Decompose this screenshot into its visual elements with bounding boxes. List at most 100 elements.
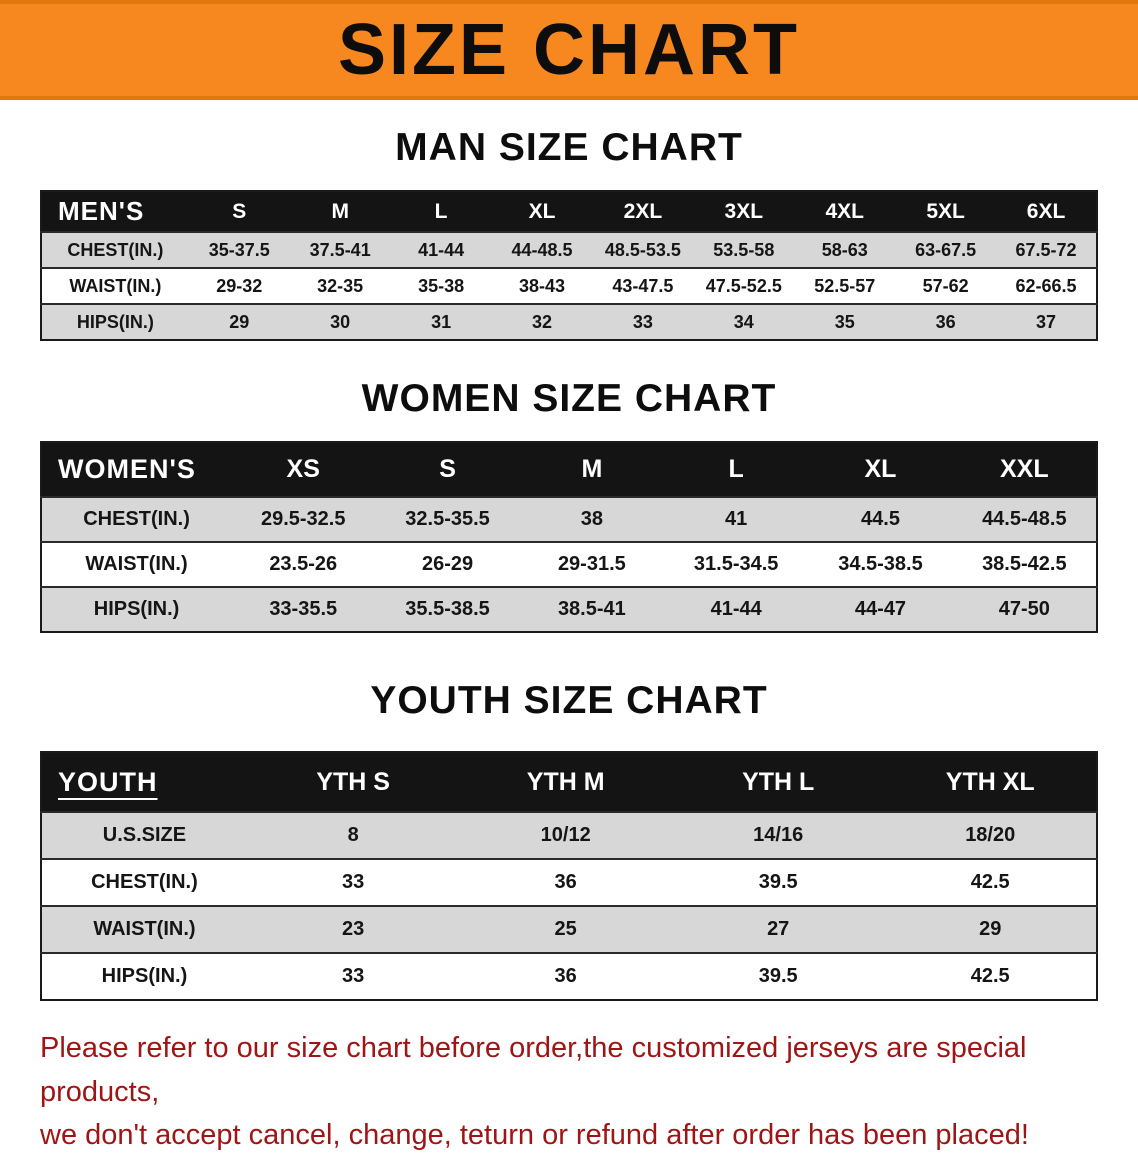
size-value-cell: 29 bbox=[979, 918, 1002, 940]
measurement-label: CHEST(IN.) bbox=[91, 871, 198, 893]
size-header-row: WOMEN'S XS S M L XL XXL bbox=[41, 442, 1097, 497]
size-header-row: YOUTH YTH S YTH M YTH L YTH XL bbox=[41, 752, 1097, 812]
size-value-cell: 44-47 bbox=[854, 598, 907, 620]
size-value-cell: 42.5 bbox=[970, 871, 1010, 893]
size-value-cell: 34 bbox=[733, 311, 754, 332]
men-size-table: MEN'S S M L XL 2XL 3XL 4XL 5XL 6XL CHEST(IN.) 35-37… bbox=[40, 190, 1098, 341]
size-value-cell: 23.5-26 bbox=[269, 553, 338, 575]
size-value-cell: 63-67.5 bbox=[915, 239, 977, 260]
size-value-cell: 8 bbox=[347, 824, 359, 846]
measurement-row: U.S.SIZE 8 10/12 14/16 18/20 bbox=[41, 812, 1097, 859]
size-header-cell: M bbox=[289, 191, 391, 232]
size-value-cell: 33 bbox=[342, 871, 365, 893]
size-header-cell: YTH S bbox=[246, 752, 460, 812]
size-value-cell: 41-44 bbox=[418, 239, 465, 260]
measurement-row: CHEST(IN.) 35-37.5 37.5-41 41-44 44-48.5 48.5… bbox=[41, 232, 1097, 268]
notice-line-1: Please refer to our size chart before or… bbox=[40, 1032, 1027, 1108]
size-value-cell: 47-50 bbox=[998, 598, 1050, 620]
size-value-cell: 47.5-52.5 bbox=[705, 275, 782, 296]
size-value-cell: 31 bbox=[431, 311, 452, 332]
size-header-cell: YTH M bbox=[459, 752, 672, 812]
measurement-row: HIPS(IN.) 29 30 31 32 33 34 35 36 37 bbox=[41, 304, 1097, 340]
man-size-heading: MAN SIZE CHART bbox=[395, 126, 743, 169]
size-value-cell: 38.5-41 bbox=[557, 598, 626, 620]
size-value-cell: 43-47.5 bbox=[612, 275, 674, 296]
youth-size-section: YOUTH SIZE CHART YOUTH YTH S YTH M YTH L YTH… bbox=[0, 679, 1138, 1001]
man-size-section: MAN SIZE CHART MEN'S S M L XL 2XL 3XL 4XL 5XL 6XL… bbox=[0, 126, 1138, 341]
size-value-cell: 35 bbox=[834, 311, 855, 332]
size-header-cell: 3XL bbox=[693, 191, 795, 232]
table-title-cell: WOMEN'S bbox=[41, 442, 232, 497]
size-value-cell: 29 bbox=[229, 311, 250, 332]
size-value-cell: 44.5 bbox=[861, 508, 900, 530]
measurement-row: WAIST(IN.) 29-32 32-35 35-38 38-43 43-47.5 47.… bbox=[41, 268, 1097, 304]
size-header-cell: 5XL bbox=[895, 191, 997, 232]
women-size-heading: WOMEN SIZE CHART bbox=[361, 377, 777, 420]
size-header-cell: XXL bbox=[952, 442, 1097, 497]
size-header-cell: YTH XL bbox=[884, 752, 1097, 812]
size-value-cell: 33-35.5 bbox=[269, 598, 338, 620]
size-header-cell: XL bbox=[491, 191, 593, 232]
size-value-cell: 33 bbox=[632, 311, 653, 332]
size-value-cell: 36 bbox=[935, 311, 956, 332]
size-value-cell: 44-48.5 bbox=[511, 239, 573, 260]
measurement-row: WAIST(IN.) 23 25 27 29 bbox=[41, 906, 1097, 953]
size-value-cell: 39.5 bbox=[758, 965, 798, 987]
size-header-cell: YTH L bbox=[671, 752, 885, 812]
women-size-section: WOMEN SIZE CHART WOMEN'S XS S M L XL XXL CHEST(… bbox=[0, 377, 1138, 633]
size-value-cell: 30 bbox=[330, 311, 351, 332]
size-value-cell: 31.5-34.5 bbox=[693, 553, 779, 575]
measurement-row: HIPS(IN.) 33-35.5 35.5-38.5 38.5-41 41-44 44-… bbox=[41, 587, 1097, 632]
size-value-cell: 33 bbox=[342, 965, 365, 987]
size-value-cell: 58-63 bbox=[821, 239, 868, 260]
size-value-cell: 41-44 bbox=[710, 598, 762, 620]
size-header-cell: 6XL bbox=[996, 191, 1097, 232]
size-value-cell: 57-62 bbox=[922, 275, 969, 296]
size-value-cell: 32 bbox=[531, 311, 553, 332]
size-value-cell: 36 bbox=[554, 965, 577, 987]
measurement-label: WAIST(IN.) bbox=[85, 553, 188, 575]
size-value-cell: 35.5-38.5 bbox=[405, 598, 490, 620]
size-value-cell: 27 bbox=[767, 918, 790, 940]
size-value-cell: 14/16 bbox=[753, 824, 804, 846]
size-value-cell: 10/12 bbox=[540, 824, 591, 846]
size-value-cell: 34.5-38.5 bbox=[838, 553, 923, 575]
size-value-cell: 29-32 bbox=[216, 275, 263, 296]
table-title-cell: YOUTH bbox=[41, 752, 247, 812]
youth-size-table: YOUTH YTH S YTH M YTH L YTH XL U.S.SIZE 8 10/12… bbox=[40, 751, 1098, 1001]
banner-title: SIZE CHART bbox=[338, 10, 800, 90]
order-notice: Please refer to our size chart before or… bbox=[40, 1027, 1108, 1158]
size-value-cell: 29-31.5 bbox=[557, 553, 626, 575]
size-header-cell: S bbox=[188, 191, 290, 232]
measurement-label: HIPS(IN.) bbox=[76, 311, 154, 332]
size-value-cell: 35-38 bbox=[418, 275, 465, 296]
size-value-cell: 32-35 bbox=[317, 275, 364, 296]
size-value-cell: 36 bbox=[554, 871, 577, 893]
measurement-label: HIPS(IN.) bbox=[101, 965, 188, 987]
size-header-cell: XL bbox=[808, 442, 953, 497]
size-header-cell: L bbox=[664, 442, 809, 497]
size-header-cell: M bbox=[519, 442, 665, 497]
size-value-cell: 23 bbox=[342, 918, 365, 940]
size-value-cell: 37.5-41 bbox=[309, 239, 371, 260]
size-value-cell: 38.5-42.5 bbox=[982, 553, 1067, 575]
size-header-cell: XS bbox=[231, 442, 376, 497]
measurement-label: CHEST(IN.) bbox=[67, 239, 164, 260]
women-size-table: WOMEN'S XS S M L XL XXL CHEST(IN.) 29.5-32.5 32.5… bbox=[40, 441, 1098, 633]
size-header-cell: 2XL bbox=[592, 191, 694, 232]
size-value-cell: 67.5-72 bbox=[1015, 239, 1077, 260]
size-value-cell: 29.5-32.5 bbox=[260, 508, 346, 530]
measurement-label: CHEST(IN.) bbox=[83, 508, 190, 530]
size-header-cell: L bbox=[390, 191, 492, 232]
size-value-cell: 52.5-57 bbox=[814, 275, 876, 296]
notice-line-2: we don't accept cancel, change, teturn o… bbox=[40, 1119, 1029, 1151]
size-value-cell: 26-29 bbox=[421, 553, 474, 575]
size-value-cell: 38-43 bbox=[518, 275, 566, 296]
measurement-row: HIPS(IN.) 33 36 39.5 42.5 bbox=[41, 953, 1097, 1000]
size-header-cell: 4XL bbox=[794, 191, 896, 232]
size-value-cell: 38 bbox=[580, 508, 603, 530]
measurement-label: WAIST(IN.) bbox=[93, 918, 196, 940]
banner: SIZE CHART bbox=[0, 0, 1138, 100]
size-header-row: MEN'S S M L XL 2XL 3XL 4XL 5XL 6XL bbox=[41, 191, 1097, 232]
